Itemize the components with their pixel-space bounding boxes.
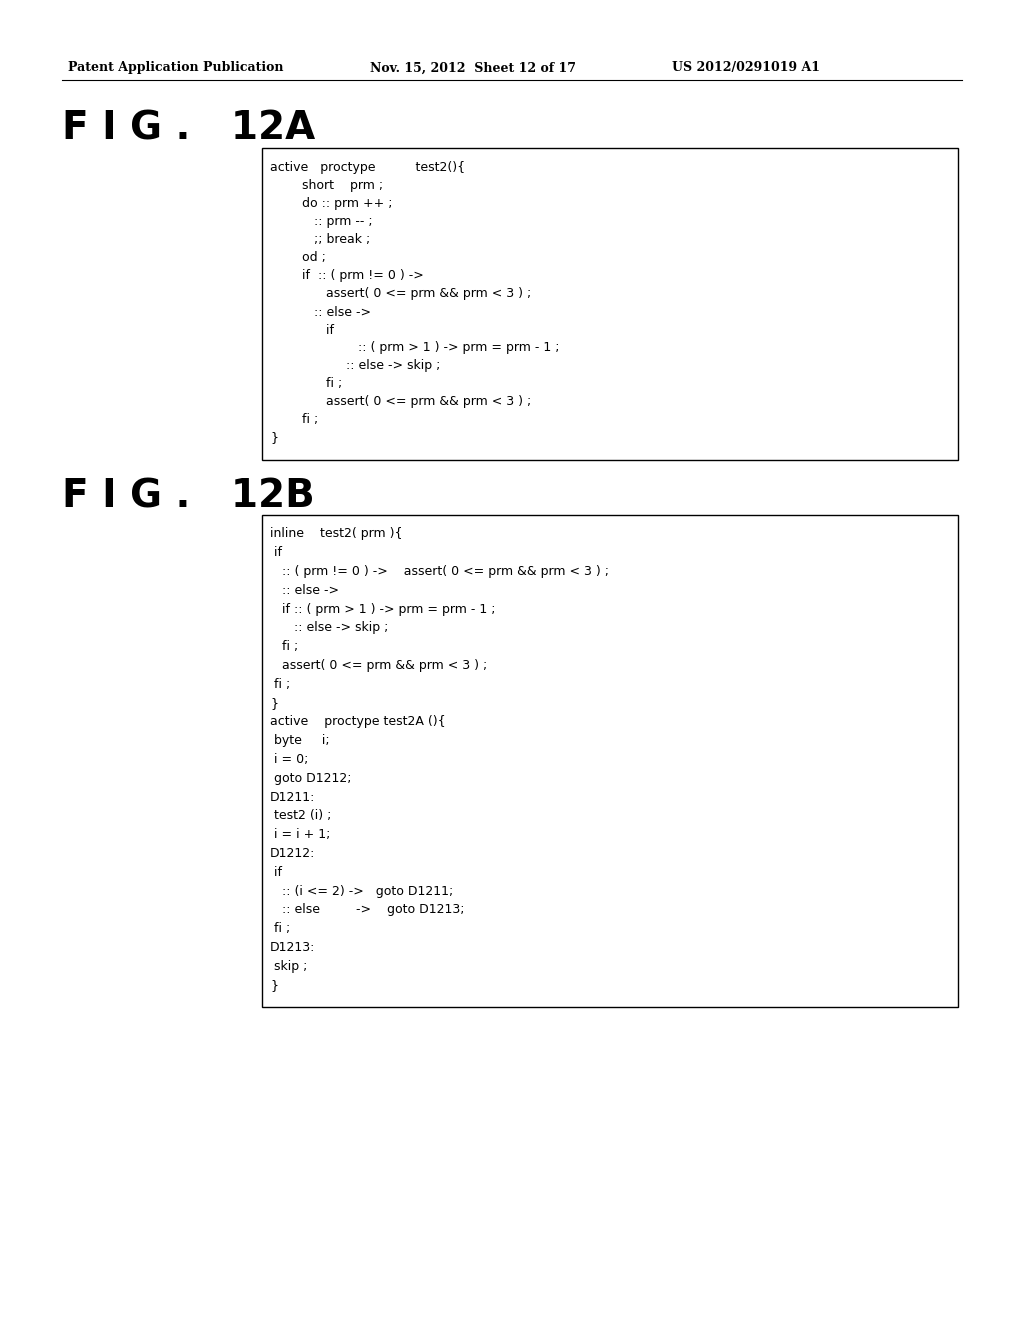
Text: goto D1212;: goto D1212; — [270, 772, 351, 785]
Text: }: } — [270, 432, 278, 445]
Text: i = 0;: i = 0; — [270, 754, 308, 766]
Text: do :: prm ++ ;: do :: prm ++ ; — [270, 198, 392, 210]
Text: i = i + 1;: i = i + 1; — [270, 829, 331, 841]
Bar — [262, 515, 958, 1007]
Text: fi ;: fi ; — [270, 678, 290, 690]
Text: active    proctype test2A (){: active proctype test2A (){ — [270, 715, 445, 729]
Text: :: prm -- ;: :: prm -- ; — [270, 215, 373, 228]
Text: D1213:: D1213: — [270, 941, 315, 954]
Text: fi ;: fi ; — [270, 923, 290, 936]
Text: D1212:: D1212: — [270, 847, 315, 861]
Text: D1211:: D1211: — [270, 791, 315, 804]
Text: :: else         ->    goto D1213;: :: else -> goto D1213; — [270, 903, 465, 916]
Text: test2 (i) ;: test2 (i) ; — [270, 809, 332, 822]
Text: :: ( prm != 0 ) ->    assert( 0 <= prm && prm < 3 ) ;: :: ( prm != 0 ) -> assert( 0 <= prm && p… — [270, 565, 609, 578]
Text: US 2012/0291019 A1: US 2012/0291019 A1 — [672, 62, 820, 74]
Text: active   proctype          test2(){: active proctype test2(){ — [270, 161, 465, 174]
Text: :: else ->: :: else -> — [270, 583, 339, 597]
Text: skip ;: skip ; — [270, 960, 307, 973]
Text: fi ;: fi ; — [270, 640, 298, 653]
Text: :: else -> skip ;: :: else -> skip ; — [270, 622, 388, 635]
Text: assert( 0 <= prm && prm < 3 ) ;: assert( 0 <= prm && prm < 3 ) ; — [270, 288, 531, 301]
Text: ;; break ;: ;; break ; — [270, 234, 371, 247]
Text: F I G .   12B: F I G . 12B — [62, 478, 314, 516]
Text: short    prm ;: short prm ; — [270, 180, 383, 193]
Text: :: else ->: :: else -> — [270, 305, 371, 318]
Text: :: else -> skip ;: :: else -> skip ; — [270, 359, 440, 372]
Text: if: if — [270, 546, 282, 560]
Text: Nov. 15, 2012  Sheet 12 of 17: Nov. 15, 2012 Sheet 12 of 17 — [370, 62, 575, 74]
Text: od ;: od ; — [270, 252, 326, 264]
Text: fi ;: fi ; — [270, 378, 342, 391]
Text: assert( 0 <= prm && prm < 3 ) ;: assert( 0 <= prm && prm < 3 ) ; — [270, 659, 487, 672]
Text: if  :: ( prm != 0 ) ->: if :: ( prm != 0 ) -> — [270, 269, 424, 282]
Text: fi ;: fi ; — [270, 413, 318, 426]
Text: if :: ( prm > 1 ) -> prm = prm - 1 ;: if :: ( prm > 1 ) -> prm = prm - 1 ; — [270, 603, 496, 615]
Text: inline    test2( prm ){: inline test2( prm ){ — [270, 528, 402, 540]
Text: if: if — [270, 323, 334, 337]
Bar — [262, 148, 958, 459]
Text: assert( 0 <= prm && prm < 3 ) ;: assert( 0 <= prm && prm < 3 ) ; — [270, 396, 531, 408]
Text: :: (i <= 2) ->   goto D1211;: :: (i <= 2) -> goto D1211; — [270, 884, 454, 898]
Text: }: } — [270, 978, 278, 991]
Text: byte     i;: byte i; — [270, 734, 330, 747]
Text: if: if — [270, 866, 282, 879]
Text: }: } — [270, 697, 278, 710]
Text: F I G .   12A: F I G . 12A — [62, 110, 315, 147]
Text: :: ( prm > 1 ) -> prm = prm - 1 ;: :: ( prm > 1 ) -> prm = prm - 1 ; — [270, 342, 559, 355]
Text: Patent Application Publication: Patent Application Publication — [68, 62, 284, 74]
